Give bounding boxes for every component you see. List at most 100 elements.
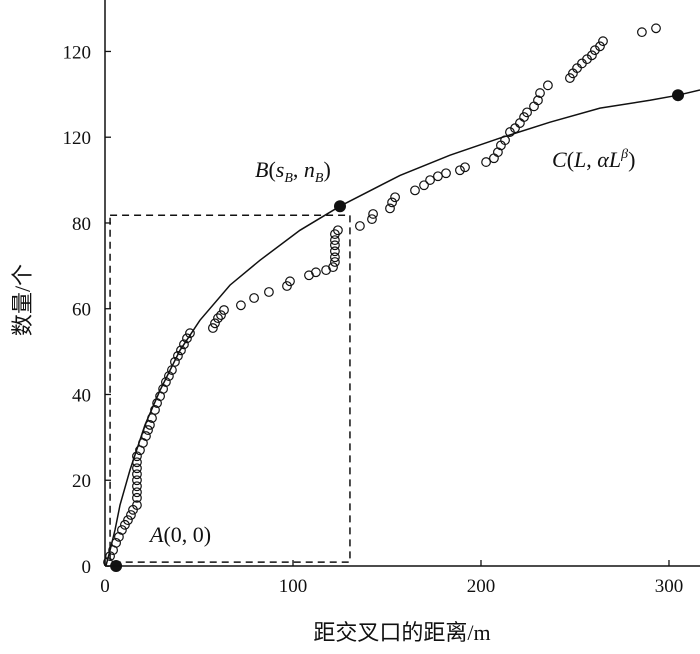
data-point xyxy=(367,214,377,225)
x-tick-label: 100 xyxy=(279,576,308,597)
data-point xyxy=(249,293,259,303)
key-point xyxy=(672,89,685,102)
annotation-part: L xyxy=(573,147,586,172)
annotation-part: B xyxy=(315,171,324,186)
annotation-part: B xyxy=(255,157,268,182)
data-point xyxy=(213,313,223,324)
data-point xyxy=(535,88,545,98)
annotation-part: ( xyxy=(567,147,574,172)
key-point xyxy=(333,200,346,213)
y-tick-label: 40 xyxy=(72,385,91,406)
data-point xyxy=(489,153,499,164)
data-point xyxy=(141,431,151,441)
data-point xyxy=(176,345,186,356)
annotation: A(0, 0) xyxy=(148,522,211,547)
x-tick-label: 300 xyxy=(655,576,684,597)
data-point xyxy=(311,267,321,278)
data-point xyxy=(123,515,133,526)
data-point xyxy=(598,36,608,47)
data-point xyxy=(390,192,400,203)
data-point xyxy=(143,425,153,435)
data-point xyxy=(587,50,597,61)
data-point xyxy=(637,27,647,38)
data-point xyxy=(126,510,136,520)
data-point xyxy=(595,41,605,52)
data-point xyxy=(105,551,115,562)
data-point xyxy=(285,276,295,287)
data-point xyxy=(216,310,226,321)
annotation-part: ) xyxy=(323,157,330,182)
annotation-part: L xyxy=(608,147,621,172)
data-point xyxy=(132,475,142,486)
data-point xyxy=(161,377,171,387)
data-point xyxy=(333,225,343,236)
data-point xyxy=(158,384,168,394)
data-point xyxy=(651,23,661,34)
data-point xyxy=(132,457,142,468)
data-point xyxy=(179,339,189,350)
annotation-part: (0, 0) xyxy=(163,522,211,547)
data-point xyxy=(355,221,365,231)
data-point xyxy=(368,209,378,219)
annotation: B(sB, nB) xyxy=(255,157,331,186)
data-point xyxy=(433,171,443,182)
data-point xyxy=(387,197,397,208)
data-point xyxy=(425,175,435,185)
data-point xyxy=(515,118,525,128)
data-point xyxy=(441,168,451,179)
annotation-part: n xyxy=(304,157,315,182)
x-axis-label: 距交叉口的距离/m xyxy=(313,620,490,645)
data-point xyxy=(410,185,420,196)
annotation-part: , xyxy=(293,157,304,182)
data-point xyxy=(419,180,429,191)
data-point xyxy=(132,492,142,503)
data-point xyxy=(132,500,142,511)
data-point xyxy=(111,537,121,548)
y-tick-label: 0 xyxy=(82,557,92,578)
data-point xyxy=(236,300,246,311)
data-point xyxy=(543,80,553,91)
y-tick-label: 60 xyxy=(72,300,91,321)
data-point xyxy=(164,371,174,381)
data-point xyxy=(330,246,340,257)
data-point xyxy=(481,157,491,167)
data-point xyxy=(132,451,142,462)
data-point xyxy=(132,463,142,474)
data-point xyxy=(460,162,470,173)
data-point xyxy=(510,123,520,134)
annotation-part: β xyxy=(620,147,628,162)
annotation-part: C xyxy=(552,147,567,172)
y-tick-label: 80 xyxy=(72,214,91,235)
annotation-part: α xyxy=(597,147,609,172)
x-tick-label: 0 xyxy=(100,576,110,597)
data-point xyxy=(132,487,142,498)
data-point xyxy=(182,333,192,344)
data-point xyxy=(330,235,340,246)
y-tick-label: 20 xyxy=(72,471,91,492)
reference-box xyxy=(109,214,351,563)
annotation-part: , xyxy=(586,147,597,172)
annotation-part: s xyxy=(276,157,285,182)
data-point xyxy=(132,469,142,480)
annotation-part: ( xyxy=(268,157,275,182)
data-point xyxy=(533,95,543,106)
annotation-part: A xyxy=(148,522,164,547)
data-point xyxy=(170,356,180,367)
data-point xyxy=(385,203,395,214)
data-point xyxy=(455,165,465,176)
data-point xyxy=(330,257,340,267)
y-tick-label: 120 xyxy=(63,128,92,149)
data-point xyxy=(185,328,195,339)
data-point xyxy=(264,287,274,297)
data-point xyxy=(145,420,155,430)
plot-area xyxy=(103,23,700,572)
data-point xyxy=(173,350,183,361)
x-tick-label: 200 xyxy=(467,576,496,597)
data-point xyxy=(522,107,532,118)
data-point xyxy=(529,101,539,112)
annotation: C(L, αLβ) xyxy=(552,147,635,172)
data-point xyxy=(208,323,218,333)
data-point xyxy=(330,252,340,263)
data-point xyxy=(330,240,340,251)
